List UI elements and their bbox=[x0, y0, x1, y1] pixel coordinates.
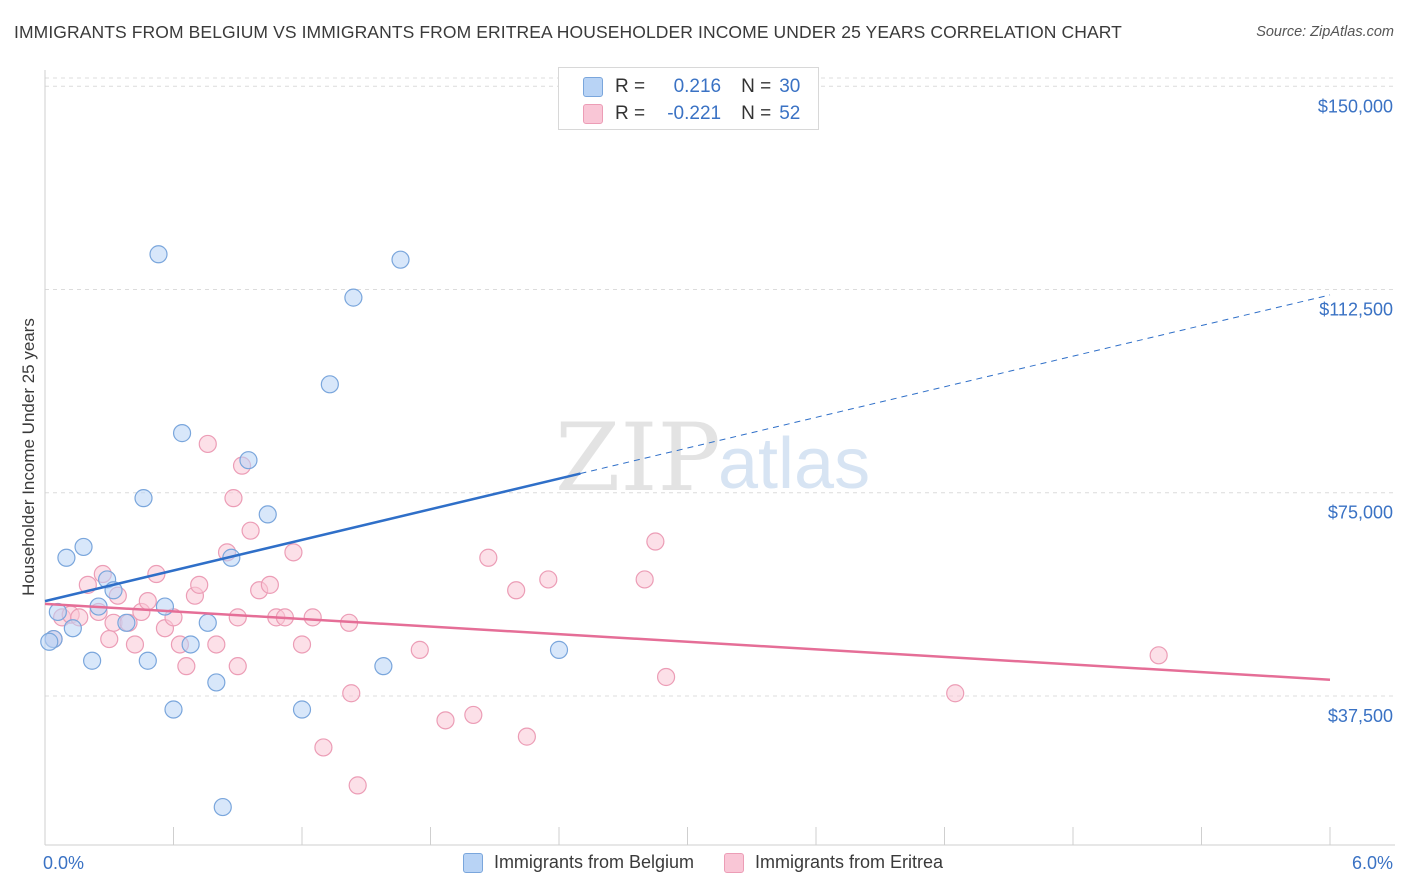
eritrea-point bbox=[517, 727, 536, 746]
eritrea-point bbox=[292, 635, 312, 654]
belgium-point bbox=[258, 505, 277, 524]
eritrea-point bbox=[507, 581, 526, 600]
y-tick-label: $37,500 bbox=[1328, 706, 1393, 726]
belgium-trend-line bbox=[44, 472, 581, 603]
belgium-point bbox=[374, 657, 393, 676]
x-tick-label-min: 0.0% bbox=[43, 853, 84, 873]
eritrea-point bbox=[464, 705, 483, 725]
legend-item-eritrea[interactable]: Immigrants from Eritrea bbox=[724, 852, 943, 873]
belgium-point bbox=[549, 640, 569, 659]
eritrea-n-label: N = bbox=[741, 102, 772, 124]
eritrea-n-value: 52 bbox=[779, 102, 801, 124]
eritrea-point bbox=[314, 738, 333, 757]
eritrea-point bbox=[646, 532, 665, 551]
eritrea-trend-line bbox=[44, 602, 1331, 681]
eritrea-point bbox=[946, 684, 965, 703]
points-layer bbox=[40, 245, 1168, 817]
belgium-n-value: 30 bbox=[779, 75, 801, 97]
belgium-point bbox=[74, 537, 93, 557]
eritrea-point bbox=[656, 667, 676, 687]
legend-label-belgium: Immigrants from Belgium bbox=[493, 852, 694, 872]
eritrea-point bbox=[177, 657, 196, 676]
eritrea-point bbox=[410, 640, 429, 659]
belgium-point bbox=[391, 250, 410, 269]
eritrea-point bbox=[635, 570, 654, 589]
eritrea-point bbox=[1149, 646, 1168, 665]
eritrea-point bbox=[228, 608, 247, 627]
axis-layer bbox=[44, 70, 1395, 846]
legend-swatch-belgium bbox=[462, 852, 483, 873]
belgium-point bbox=[172, 424, 192, 443]
eritrea-point bbox=[479, 548, 498, 567]
source-credit: Source: ZipAtlas.com bbox=[1256, 24, 1394, 40]
x-tick-label-max: 6.0% bbox=[1352, 853, 1393, 873]
eritrea-point bbox=[539, 570, 558, 589]
y-tick-label: $150,000 bbox=[1318, 96, 1393, 116]
belgium-point bbox=[198, 613, 217, 632]
belgium-point bbox=[164, 700, 183, 719]
belgium-point bbox=[138, 651, 157, 670]
belgium-point bbox=[207, 673, 226, 692]
belgium-point bbox=[344, 288, 363, 307]
eritrea-point bbox=[138, 592, 157, 611]
eritrea-point bbox=[241, 521, 260, 540]
eritrea-point bbox=[284, 543, 303, 562]
tick-labels: $37,500 $75,000 $112,500 $150,000 0.0% 6.0% bbox=[43, 96, 1393, 873]
chart-title: IMMIGRANTS FROM BELGIUM VS IMMIGRANTS FR… bbox=[14, 22, 1122, 42]
belgium-point bbox=[239, 451, 258, 470]
belgium-point bbox=[57, 548, 76, 567]
belgium-r-value: 0.216 bbox=[673, 75, 722, 97]
belgium-point bbox=[213, 797, 232, 817]
eritrea-point bbox=[303, 608, 322, 627]
legend-row-eritrea: R = -0.221 N = 52 bbox=[559, 100, 800, 127]
y-tick-label: $112,500 bbox=[1319, 299, 1393, 319]
eritrea-point bbox=[260, 575, 279, 594]
legend-label-eritrea: Immigrants from Eritrea bbox=[755, 852, 944, 872]
eritrea-point bbox=[198, 434, 217, 454]
eritrea-r-label: R = bbox=[615, 102, 646, 124]
belgium-n-label: N = bbox=[741, 75, 772, 97]
watermark-zip: ZIP bbox=[555, 404, 721, 513]
y-tick-label: $75,000 bbox=[1328, 503, 1393, 523]
eritrea-point bbox=[348, 776, 367, 795]
eritrea-point bbox=[228, 657, 247, 676]
belgium-point bbox=[181, 635, 200, 654]
watermark-atlas: atlas bbox=[718, 424, 870, 504]
eritrea-point bbox=[125, 635, 145, 654]
legend-swatch-eritrea bbox=[724, 852, 744, 873]
eritrea-point bbox=[342, 684, 361, 703]
legend-item-belgium[interactable]: Immigrants from Belgium bbox=[462, 852, 694, 873]
eritrea-point bbox=[224, 489, 243, 508]
belgium-point bbox=[134, 489, 153, 508]
trend-layer bbox=[44, 294, 1331, 681]
belgium-point bbox=[149, 245, 168, 264]
eritrea-r-value: -0.221 bbox=[667, 102, 722, 124]
belgium-trend-extension bbox=[580, 294, 1331, 475]
eritrea-point bbox=[100, 629, 119, 649]
watermark: ZIP atlas bbox=[555, 404, 870, 513]
belgium-point bbox=[40, 632, 59, 651]
belgium-point bbox=[117, 613, 136, 632]
belgium-point bbox=[63, 619, 82, 638]
series-legend: Immigrants from Belgium Immigrants from … bbox=[0, 852, 1406, 873]
eritrea-point bbox=[436, 711, 455, 730]
belgium-point bbox=[83, 651, 102, 670]
eritrea-point bbox=[190, 575, 209, 594]
belgium-point bbox=[320, 375, 339, 394]
belgium-point bbox=[292, 700, 312, 719]
eritrea-point bbox=[207, 635, 226, 654]
belgium-swatch bbox=[583, 76, 603, 97]
belgium-r-label: R = bbox=[615, 75, 646, 97]
legend-row-belgium: R = 0.216 N = 30 bbox=[559, 73, 800, 100]
grid-layer bbox=[45, 77, 1395, 697]
correlation-legend: R = 0.216 N = 30 R = -0.221 N = 52 bbox=[558, 67, 819, 130]
eritrea-swatch bbox=[583, 103, 603, 124]
